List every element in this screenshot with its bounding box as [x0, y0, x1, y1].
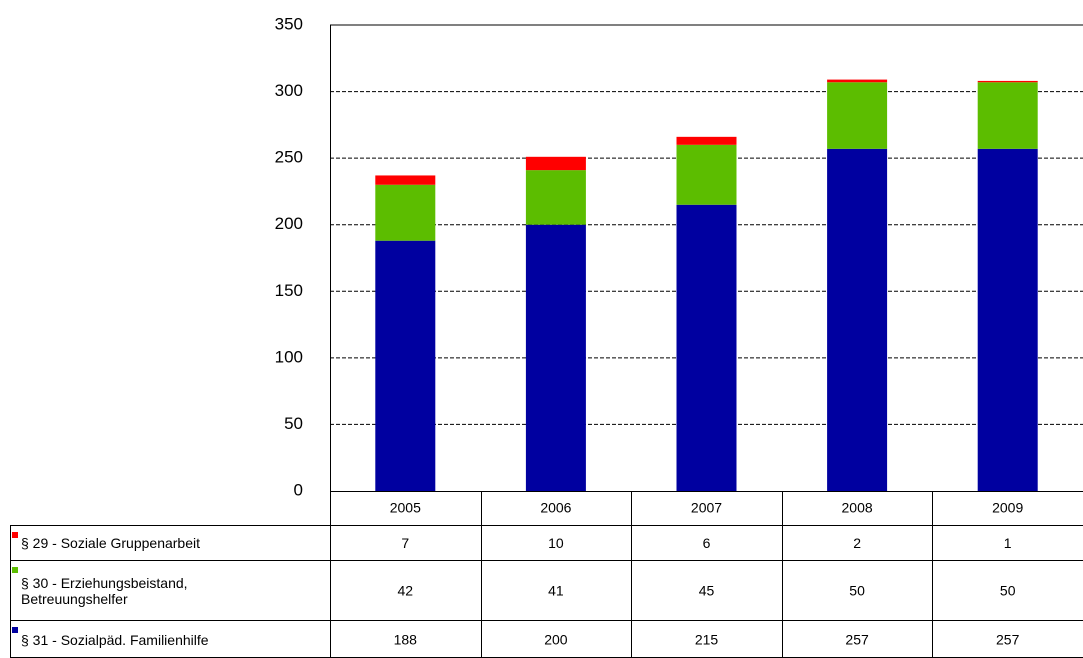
y-tick-label: 150	[275, 281, 303, 300]
table-value: 50	[849, 583, 865, 599]
table-value: 45	[699, 583, 715, 599]
table-value: 41	[548, 583, 564, 599]
y-tick-label: 0	[294, 480, 303, 499]
table-value: 42	[398, 583, 414, 599]
table-value: 50	[1000, 583, 1016, 599]
legend-swatch	[12, 532, 18, 538]
x-tick-label: 2009	[992, 500, 1023, 516]
table-value: 10	[548, 535, 564, 551]
bar-segment	[977, 82, 1038, 149]
legend-entry: § 29 - Soziale Gruppenarbeit	[12, 527, 312, 559]
bar-segment	[977, 80, 1038, 83]
legend-entry: § 31 - Sozialpäd. Familienhilfe	[12, 622, 312, 657]
table-value: 6	[703, 535, 711, 551]
x-tick-label: 2006	[540, 500, 571, 516]
bar-segment	[676, 204, 737, 491]
x-tick-label: 2007	[691, 500, 722, 516]
x-tick-label: 2008	[842, 500, 873, 516]
y-tick-label: 300	[275, 81, 303, 100]
x-tick-label: 2005	[390, 500, 421, 516]
legend-label: § 29 - Soziale Gruppenarbeit	[21, 535, 200, 551]
bar-segment	[525, 224, 586, 491]
bar-segment	[525, 170, 586, 225]
legend-swatch	[12, 627, 18, 633]
bar-segment	[827, 82, 888, 149]
legend-label: § 30 - Erziehungsbeistand, Betreuungshel…	[21, 574, 188, 607]
y-tick-label: 50	[284, 414, 303, 433]
table-value: 215	[695, 632, 719, 648]
table-value: 188	[394, 632, 418, 648]
legend-swatch	[12, 567, 18, 573]
table-value: 257	[996, 632, 1020, 648]
bar-segment	[827, 148, 888, 491]
bar-segment	[375, 175, 436, 185]
legend-entry: § 30 - Erziehungsbeistand, Betreuungshel…	[12, 562, 312, 619]
bar-segment	[375, 184, 436, 241]
bar-segment	[676, 144, 737, 205]
bar-segment	[827, 79, 888, 83]
bar-segment	[525, 156, 586, 171]
table-value: 257	[845, 632, 869, 648]
bar-segment	[676, 136, 737, 145]
table-value: 7	[401, 535, 409, 551]
legend-label: § 31 - Sozialpäd. Familienhilfe	[21, 631, 209, 648]
y-tick-label: 200	[275, 214, 303, 233]
y-tick-label: 250	[275, 148, 303, 167]
table-value: 200	[544, 632, 568, 648]
y-tick-label: 100	[275, 347, 303, 366]
bar-segment	[375, 240, 436, 491]
table-value: 2	[853, 535, 861, 551]
bar-segment	[977, 148, 1038, 491]
table-value: 1	[1004, 535, 1012, 551]
y-tick-label: 350	[275, 14, 303, 33]
